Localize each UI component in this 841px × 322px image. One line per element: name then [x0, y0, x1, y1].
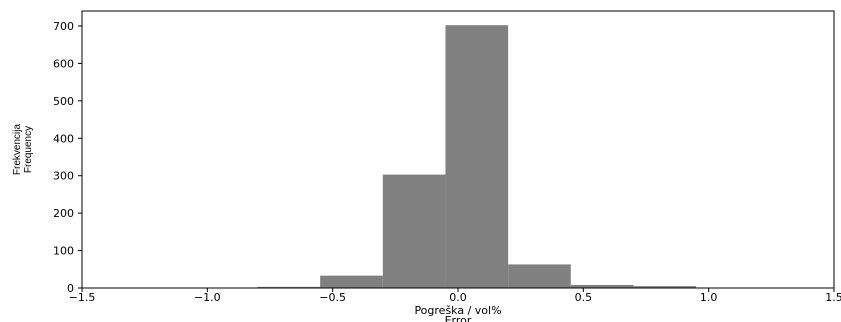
- bars-group: [132, 25, 759, 289]
- y-tick-label: 700: [53, 20, 74, 33]
- histogram-bar: [320, 275, 383, 288]
- histogram-bar: [508, 264, 571, 288]
- y-axis-ticks: 0 100 200 300 400 500 600 700: [53, 20, 82, 295]
- x-tick-label: 0.0: [449, 291, 467, 304]
- histogram-bar: [445, 25, 509, 288]
- y-tick-label: 600: [53, 57, 74, 70]
- histogram-bar: [570, 285, 634, 288]
- y-tick-label: 200: [53, 207, 74, 220]
- x-axis-label-secondary: Error: [445, 314, 472, 322]
- y-tick-label: 400: [53, 132, 74, 145]
- y-tick-label: 500: [53, 95, 74, 108]
- x-tick-label: −1.0: [194, 291, 221, 304]
- y-axis-label: Frekvencija: [12, 124, 23, 176]
- y-axis-label-secondary: Frequency: [23, 126, 34, 173]
- histogram-bar: [257, 286, 321, 288]
- x-axis-ticks: −1.5 −1.0 −0.5 0.0 0.5 1.0 1.5: [69, 288, 841, 304]
- histogram-bar: [633, 286, 697, 288]
- x-tick-label: 1.0: [700, 291, 718, 304]
- histogram-bar: [382, 174, 446, 288]
- y-tick-label: 0: [67, 282, 74, 295]
- x-tick-label: 0.5: [575, 291, 593, 304]
- x-tick-label: −1.5: [69, 291, 96, 304]
- x-axis-label: Pogreška / vol%: [414, 304, 501, 317]
- x-tick-label: 1.5: [825, 291, 841, 304]
- x-tick-label: −0.5: [319, 291, 346, 304]
- y-tick-label: 300: [53, 170, 74, 183]
- y-tick-label: 100: [53, 245, 74, 258]
